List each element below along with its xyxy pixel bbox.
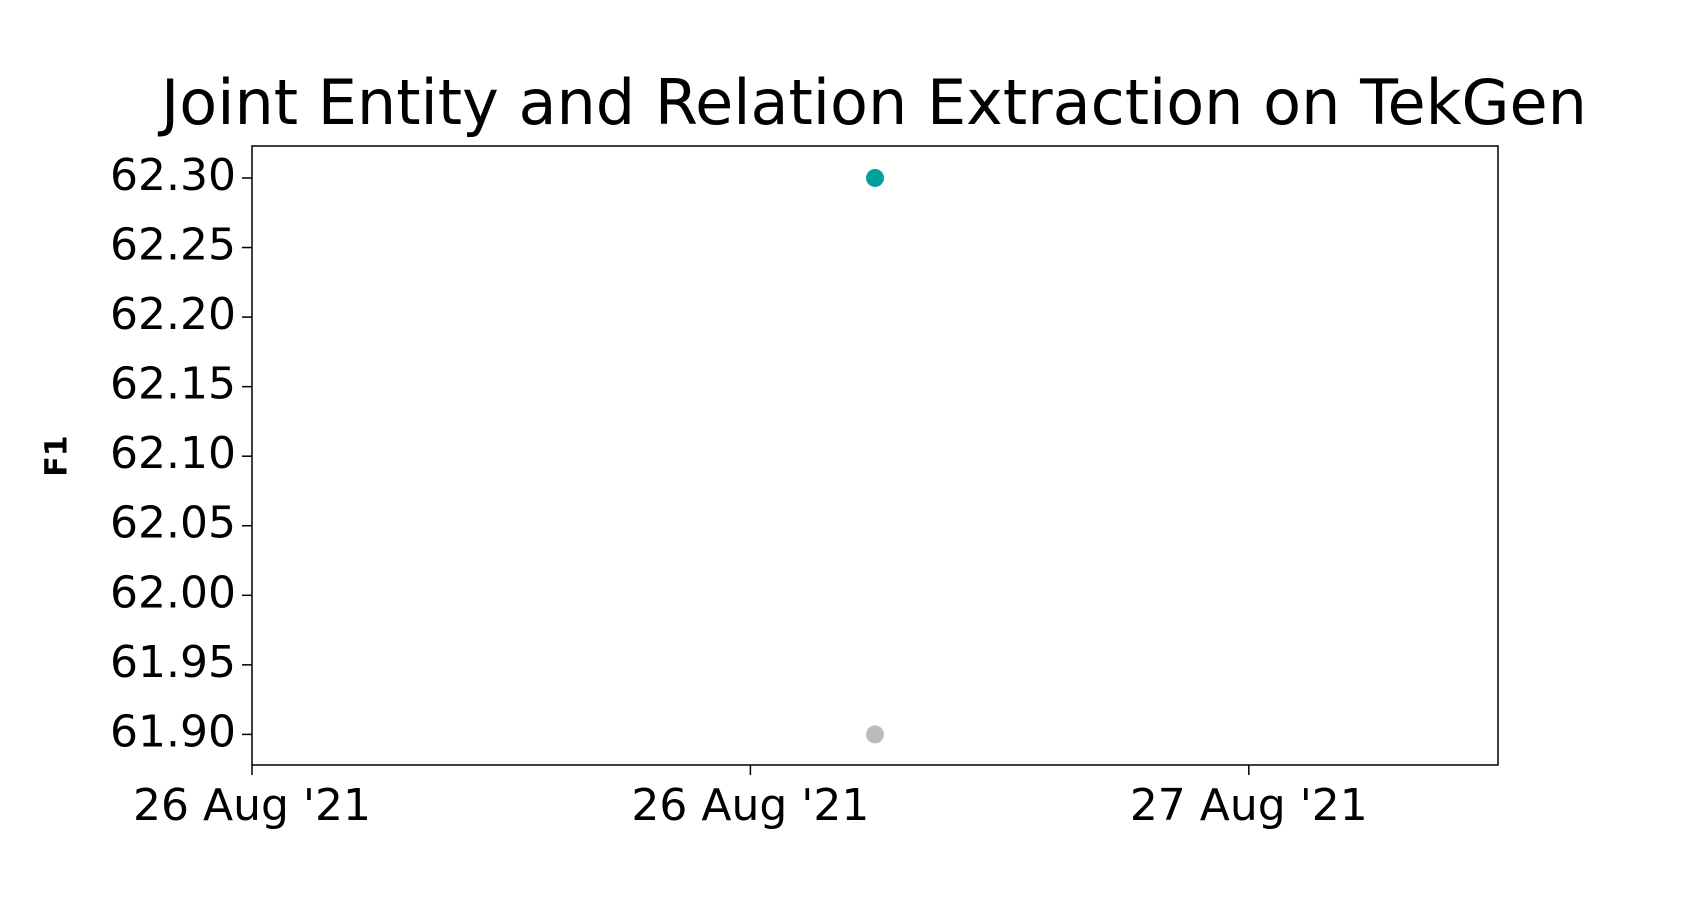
y-tick-label: 62.15 [110,359,236,410]
y-tick-label: 62.30 [110,150,236,201]
y-tick-label: 62.10 [110,428,236,479]
point [866,725,884,744]
x-tick-label: 26 Aug '21 [133,780,371,831]
point [866,168,884,187]
chart-title: Joint Entity and Relation Extraction on … [157,66,1587,139]
y-tick-label: 62.20 [110,289,236,340]
y-tick-label: 62.25 [110,220,236,271]
y-axis-label: F1 [40,435,75,476]
y-tick-label: 62.05 [110,498,236,549]
plot-frame [251,145,1499,766]
y-tick-label: 62.00 [110,567,236,618]
y-tick-label: 61.95 [110,637,236,688]
y-tick-label: 61.90 [110,706,236,757]
x-tick-label: 26 Aug '21 [631,780,869,831]
x-tick-label: 27 Aug '21 [1130,780,1368,831]
